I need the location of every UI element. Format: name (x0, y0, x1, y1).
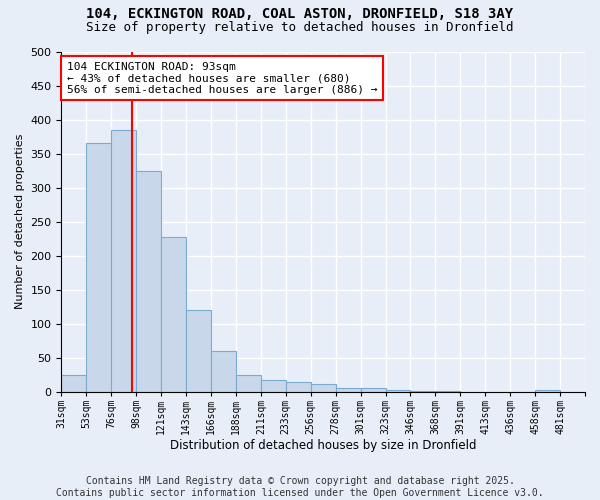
Text: 104 ECKINGTON ROAD: 93sqm
← 43% of detached houses are smaller (680)
56% of semi: 104 ECKINGTON ROAD: 93sqm ← 43% of detac… (67, 62, 377, 95)
Bar (86, 144, 111, 392)
Bar (535, 390, 560, 392)
Bar (211, 351, 236, 392)
Bar (236, 374, 261, 392)
Text: 104, ECKINGTON ROAD, COAL ASTON, DRONFIELD, S18 3AY: 104, ECKINGTON ROAD, COAL ASTON, DRONFIE… (86, 8, 514, 22)
Bar (361, 388, 386, 392)
Bar (410, 391, 436, 392)
Bar (61, 374, 86, 392)
Bar (436, 391, 460, 392)
Y-axis label: Number of detached properties: Number of detached properties (15, 134, 25, 310)
X-axis label: Distribution of detached houses by size in Dronfield: Distribution of detached houses by size … (170, 440, 476, 452)
Text: Contains HM Land Registry data © Crown copyright and database right 2025.
Contai: Contains HM Land Registry data © Crown c… (56, 476, 544, 498)
Bar (286, 382, 311, 392)
Bar (261, 380, 286, 392)
Text: Size of property relative to detached houses in Dronfield: Size of property relative to detached ho… (86, 21, 514, 34)
Bar (186, 310, 211, 392)
Bar (386, 390, 410, 392)
Bar (161, 236, 186, 392)
Bar (311, 384, 335, 392)
Bar (111, 130, 136, 392)
Bar (136, 170, 161, 392)
Bar (335, 388, 361, 392)
